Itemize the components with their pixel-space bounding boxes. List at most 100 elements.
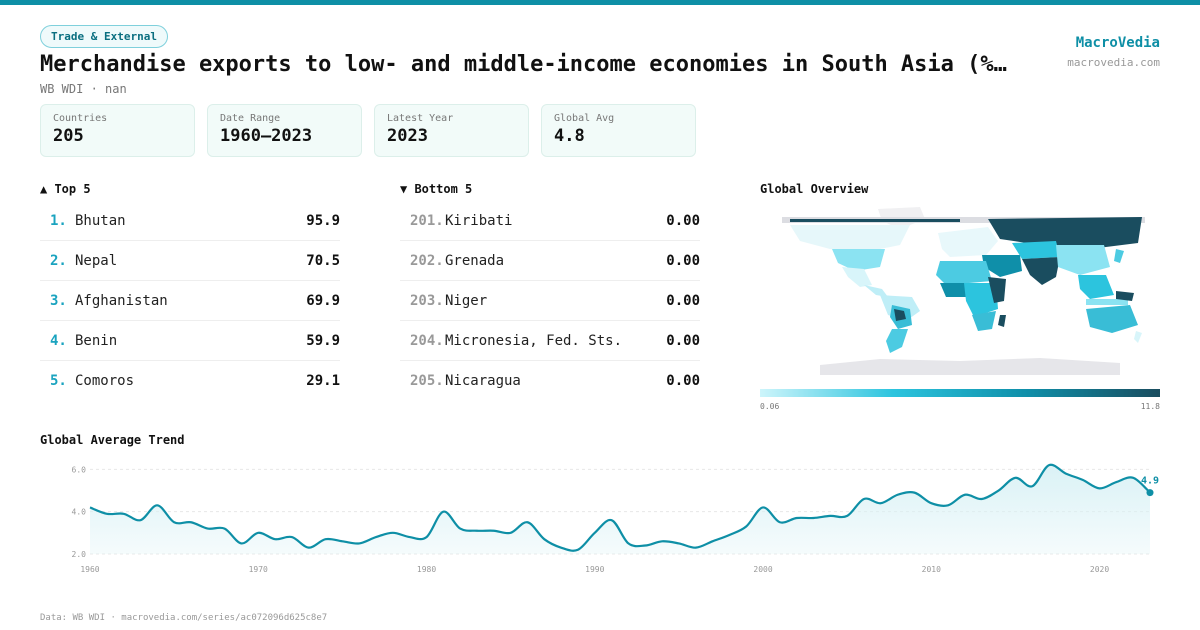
map-region-argentina	[886, 329, 908, 353]
y-tick-label: 6.0	[72, 465, 87, 474]
list-item[interactable]: 205. Nicaragua 0.00	[400, 361, 700, 401]
map-region-bolivia	[894, 309, 906, 321]
page-subtitle: WB WDI · nan	[40, 82, 127, 96]
map-region-europe	[938, 227, 998, 257]
country-value: 0.00	[666, 253, 700, 269]
map-region-mexico	[842, 267, 872, 287]
rank-number: 4.	[50, 333, 67, 349]
rank-number: 5.	[50, 373, 67, 389]
map-legend-min: 0.06	[760, 402, 780, 411]
x-tick-label: 1990	[585, 565, 604, 574]
map-region-australia	[1086, 305, 1138, 333]
stat-value: 2023	[387, 126, 428, 146]
x-tick-label: 2000	[753, 565, 772, 574]
stat-label: Global Avg	[554, 113, 615, 124]
list-item[interactable]: 202. Grenada 0.00	[400, 241, 700, 281]
y-tick-label: 2.0	[72, 550, 87, 559]
list-item[interactable]: 4. Benin 59.9	[40, 321, 340, 361]
x-tick-label: 1970	[249, 565, 268, 574]
map-region-indonesia	[1086, 299, 1128, 305]
country-value: 29.1	[306, 373, 340, 389]
rank-number: 1.	[50, 213, 67, 229]
map-region-new-zealand	[1134, 331, 1142, 343]
stat-label: Countries	[53, 113, 108, 124]
list-item[interactable]: 3. Afghanistan 69.9	[40, 281, 340, 321]
country-value: 0.00	[666, 213, 700, 229]
category-badge[interactable]: Trade & External	[40, 25, 168, 48]
stat-card-countries: Countries 205	[40, 104, 195, 157]
map-legend-bar	[760, 389, 1160, 397]
rank-number: 2.	[50, 253, 67, 269]
map-region-east-africa	[988, 277, 1006, 303]
top5-heading: ▲ Top 5	[40, 182, 91, 196]
map-region-madagascar	[998, 315, 1006, 327]
country-value: 95.9	[306, 213, 340, 229]
world-map-svg	[782, 207, 1145, 375]
map-region-arctic-dark	[790, 219, 960, 222]
trend-chart-svg: 2.0 4.0 6.0 1960 1970 1980 1990 2000 2010 2020 4.9	[72, 463, 1159, 574]
country-name: Micronesia, Fed. Sts.	[445, 333, 623, 349]
map-region-central-asia	[1012, 241, 1060, 259]
map-legend-max: 11.8	[1140, 402, 1160, 411]
x-tick-label: 1960	[80, 565, 99, 574]
map-region-antarctica	[820, 358, 1120, 375]
rank-number: 203.	[410, 293, 444, 309]
list-item[interactable]: 1. Bhutan 95.9	[40, 201, 340, 241]
trend-line	[89, 463, 1151, 552]
map-heading: Global Overview	[760, 182, 869, 196]
trend-area	[90, 464, 1150, 554]
country-name: Grenada	[445, 253, 505, 269]
rank-number: 201.	[410, 213, 444, 229]
map-region-west-africa	[940, 283, 968, 297]
top-accent-bar	[0, 0, 1200, 5]
country-value: 70.5	[306, 253, 340, 269]
map-region-north-africa	[936, 261, 992, 285]
list-item[interactable]: 2. Nepal 70.5	[40, 241, 340, 281]
rank-number: 204.	[410, 333, 444, 349]
footer-source: Data: WB WDI · macrovedia.com/series/ac0…	[40, 613, 328, 623]
page-title: Merchandise exports to low- and middle-i…	[40, 52, 1007, 77]
x-tick-label: 2010	[922, 565, 941, 574]
brand-logo[interactable]: MacroVedia	[1075, 35, 1160, 51]
stat-value: 4.8	[554, 126, 585, 146]
map-region-central-africa	[964, 283, 998, 317]
trend-end-label: 4.9	[1141, 476, 1159, 487]
stat-value: 1960–2023	[220, 126, 313, 146]
country-value: 0.00	[666, 333, 700, 349]
map-region-png	[1116, 291, 1134, 301]
rank-number: 3.	[50, 293, 67, 309]
map-region-middle-east	[982, 255, 1022, 277]
map-region-china	[1056, 245, 1110, 275]
bottom5-heading: ▼ Bottom 5	[400, 182, 473, 196]
stat-value: 205	[53, 126, 84, 146]
country-value: 59.9	[306, 333, 340, 349]
brand-url[interactable]: macrovedia.com	[1067, 56, 1160, 69]
stat-label: Date Range	[220, 113, 281, 124]
x-tick-label: 2020	[1090, 565, 1109, 574]
country-name: Comoros	[75, 373, 135, 389]
country-name: Bhutan	[75, 213, 126, 229]
map-region-southeast-asia	[1078, 275, 1114, 299]
map-region-canada	[790, 225, 910, 251]
top5-list: 1. Bhutan 95.9 2. Nepal 70.5 3. Afghanis…	[40, 201, 340, 401]
country-name: Benin	[75, 333, 118, 349]
country-name: Nepal	[75, 253, 118, 269]
list-item[interactable]: 201. Kiribati 0.00	[400, 201, 700, 241]
country-value: 0.00	[666, 373, 700, 389]
map-region-central-america	[864, 285, 888, 297]
map-region-russia	[988, 217, 1142, 249]
rank-number: 202.	[410, 253, 444, 269]
country-name: Nicaragua	[445, 373, 521, 389]
rank-number: 205.	[410, 373, 444, 389]
country-name: Afghanistan	[75, 293, 168, 309]
list-item[interactable]: 5. Comoros 29.1	[40, 361, 340, 401]
list-item[interactable]: 203. Niger 0.00	[400, 281, 700, 321]
map-region-usa	[832, 249, 885, 271]
stat-card-global-avg: Global Avg 4.8	[541, 104, 696, 157]
trend-chart: 2.0 4.0 6.0 1960 1970 1980 1990 2000 2010 2020 4.9	[40, 455, 1170, 580]
world-map[interactable]	[760, 205, 1160, 381]
trend-end-point	[1146, 489, 1154, 497]
stat-card-date-range: Date Range 1960–2023	[207, 104, 362, 157]
list-item[interactable]: 204. Micronesia, Fed. Sts. 0.00	[400, 321, 700, 361]
country-name: Niger	[445, 293, 488, 309]
